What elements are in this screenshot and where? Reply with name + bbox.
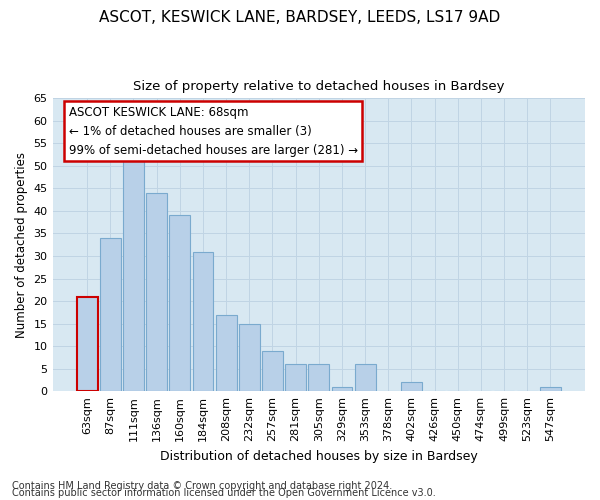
Title: Size of property relative to detached houses in Bardsey: Size of property relative to detached ho…	[133, 80, 505, 93]
Text: Contains public sector information licensed under the Open Government Licence v3: Contains public sector information licen…	[12, 488, 436, 498]
Bar	[332, 386, 352, 391]
Bar	[146, 193, 167, 391]
Bar	[193, 252, 214, 391]
Bar	[169, 216, 190, 391]
Bar	[308, 364, 329, 391]
Bar	[401, 382, 422, 391]
Y-axis label: Number of detached properties: Number of detached properties	[15, 152, 28, 338]
Bar	[216, 314, 236, 391]
Text: ASCOT, KESWICK LANE, BARDSEY, LEEDS, LS17 9AD: ASCOT, KESWICK LANE, BARDSEY, LEEDS, LS1…	[100, 10, 500, 25]
Bar	[239, 324, 260, 391]
Bar	[540, 386, 561, 391]
Bar	[77, 296, 98, 391]
Bar	[262, 350, 283, 391]
Bar	[285, 364, 306, 391]
Bar	[355, 364, 376, 391]
Text: ASCOT KESWICK LANE: 68sqm
← 1% of detached houses are smaller (3)
99% of semi-de: ASCOT KESWICK LANE: 68sqm ← 1% of detach…	[68, 106, 358, 156]
Bar	[100, 238, 121, 391]
X-axis label: Distribution of detached houses by size in Bardsey: Distribution of detached houses by size …	[160, 450, 478, 462]
Bar	[123, 162, 144, 391]
Text: Contains HM Land Registry data © Crown copyright and database right 2024.: Contains HM Land Registry data © Crown c…	[12, 481, 392, 491]
